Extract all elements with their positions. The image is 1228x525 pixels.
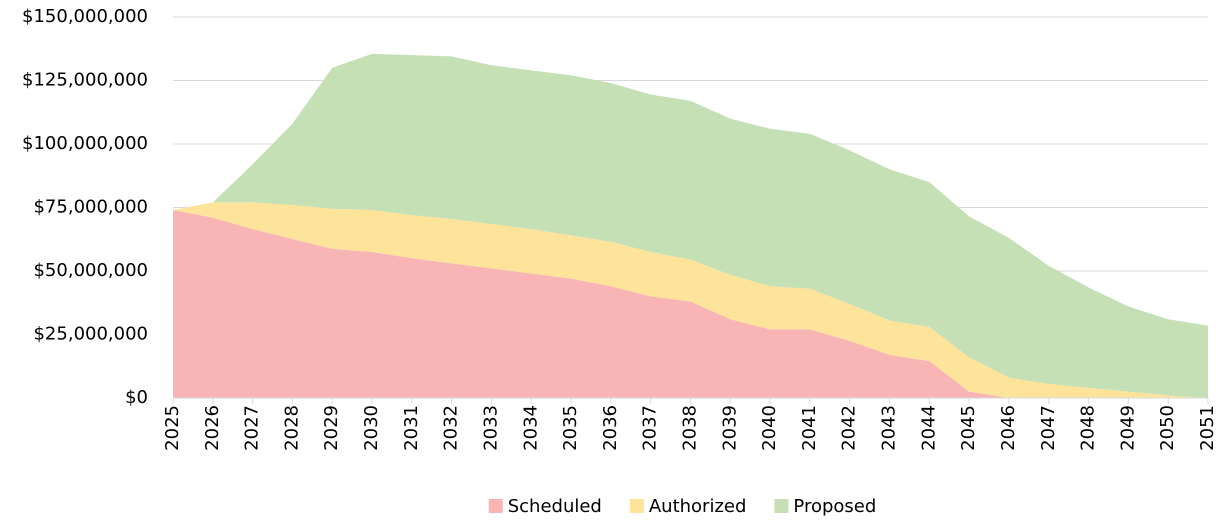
x-tick-label: 2030 (361, 405, 382, 451)
x-tick-label: 2034 (520, 405, 541, 451)
x-tick-label: 2037 (640, 405, 661, 451)
x-tick-label: 2033 (480, 405, 501, 451)
legend-label: Scheduled (508, 496, 602, 517)
axes: $0 $25,000,000 $50,000,000 $75,000,000 $100,… (22, 6, 1218, 451)
y-tick-label: $125,000,000 (22, 70, 148, 91)
area (173, 210, 1208, 398)
y-tick-label: $75,000,000 (33, 197, 148, 218)
area (173, 202, 1208, 398)
x-tick-label: 2036 (600, 405, 621, 451)
x-tick-label: 2039 (719, 405, 740, 451)
area (173, 53, 1208, 398)
legend-swatch (488, 499, 503, 513)
legend-swatch (629, 499, 644, 513)
x-tick-label: 2031 (401, 405, 422, 451)
legend: Scheduled Authorized Proposed (488, 496, 876, 517)
y-tick-label: $0 (125, 387, 148, 408)
x-tick-label: 2025 (162, 405, 183, 451)
x-tick-label: 2049 (1117, 405, 1138, 451)
legend-label: Proposed (793, 496, 876, 517)
x-tick-label: 2026 (202, 405, 223, 451)
y-tick-label: $50,000,000 (33, 260, 148, 281)
x-tick-label: 2046 (998, 405, 1019, 451)
x-tick-label: 2044 (918, 405, 939, 451)
x-tick-label: 2028 (281, 405, 302, 451)
x-tick-label: 2045 (958, 405, 979, 451)
x-tick-label: 2050 (1157, 405, 1178, 451)
x-tick-label: 2047 (1038, 405, 1059, 451)
y-tick-label: $100,000,000 (22, 133, 148, 154)
x-tick-label: 2051 (1197, 405, 1218, 451)
x-tick-label: 2032 (441, 405, 462, 451)
x-tick-label: 2041 (799, 405, 820, 451)
areas (173, 53, 1208, 398)
x-tick-label: 2048 (1078, 405, 1099, 451)
y-tick-label: $150,000,000 (22, 6, 148, 27)
legend-label: Authorized (649, 496, 747, 517)
x-tick-label: 2038 (680, 405, 701, 451)
x-tick-label: 2029 (321, 405, 342, 451)
legend-swatch (774, 499, 789, 513)
x-tick-label: 2043 (879, 405, 900, 451)
x-tick-label: 2040 (759, 405, 780, 451)
y-tick-label: $25,000,000 (33, 324, 148, 345)
x-tick-label: 2027 (242, 405, 263, 451)
x-tick-label: 2042 (839, 405, 860, 451)
x-tick-label: 2035 (560, 405, 581, 451)
